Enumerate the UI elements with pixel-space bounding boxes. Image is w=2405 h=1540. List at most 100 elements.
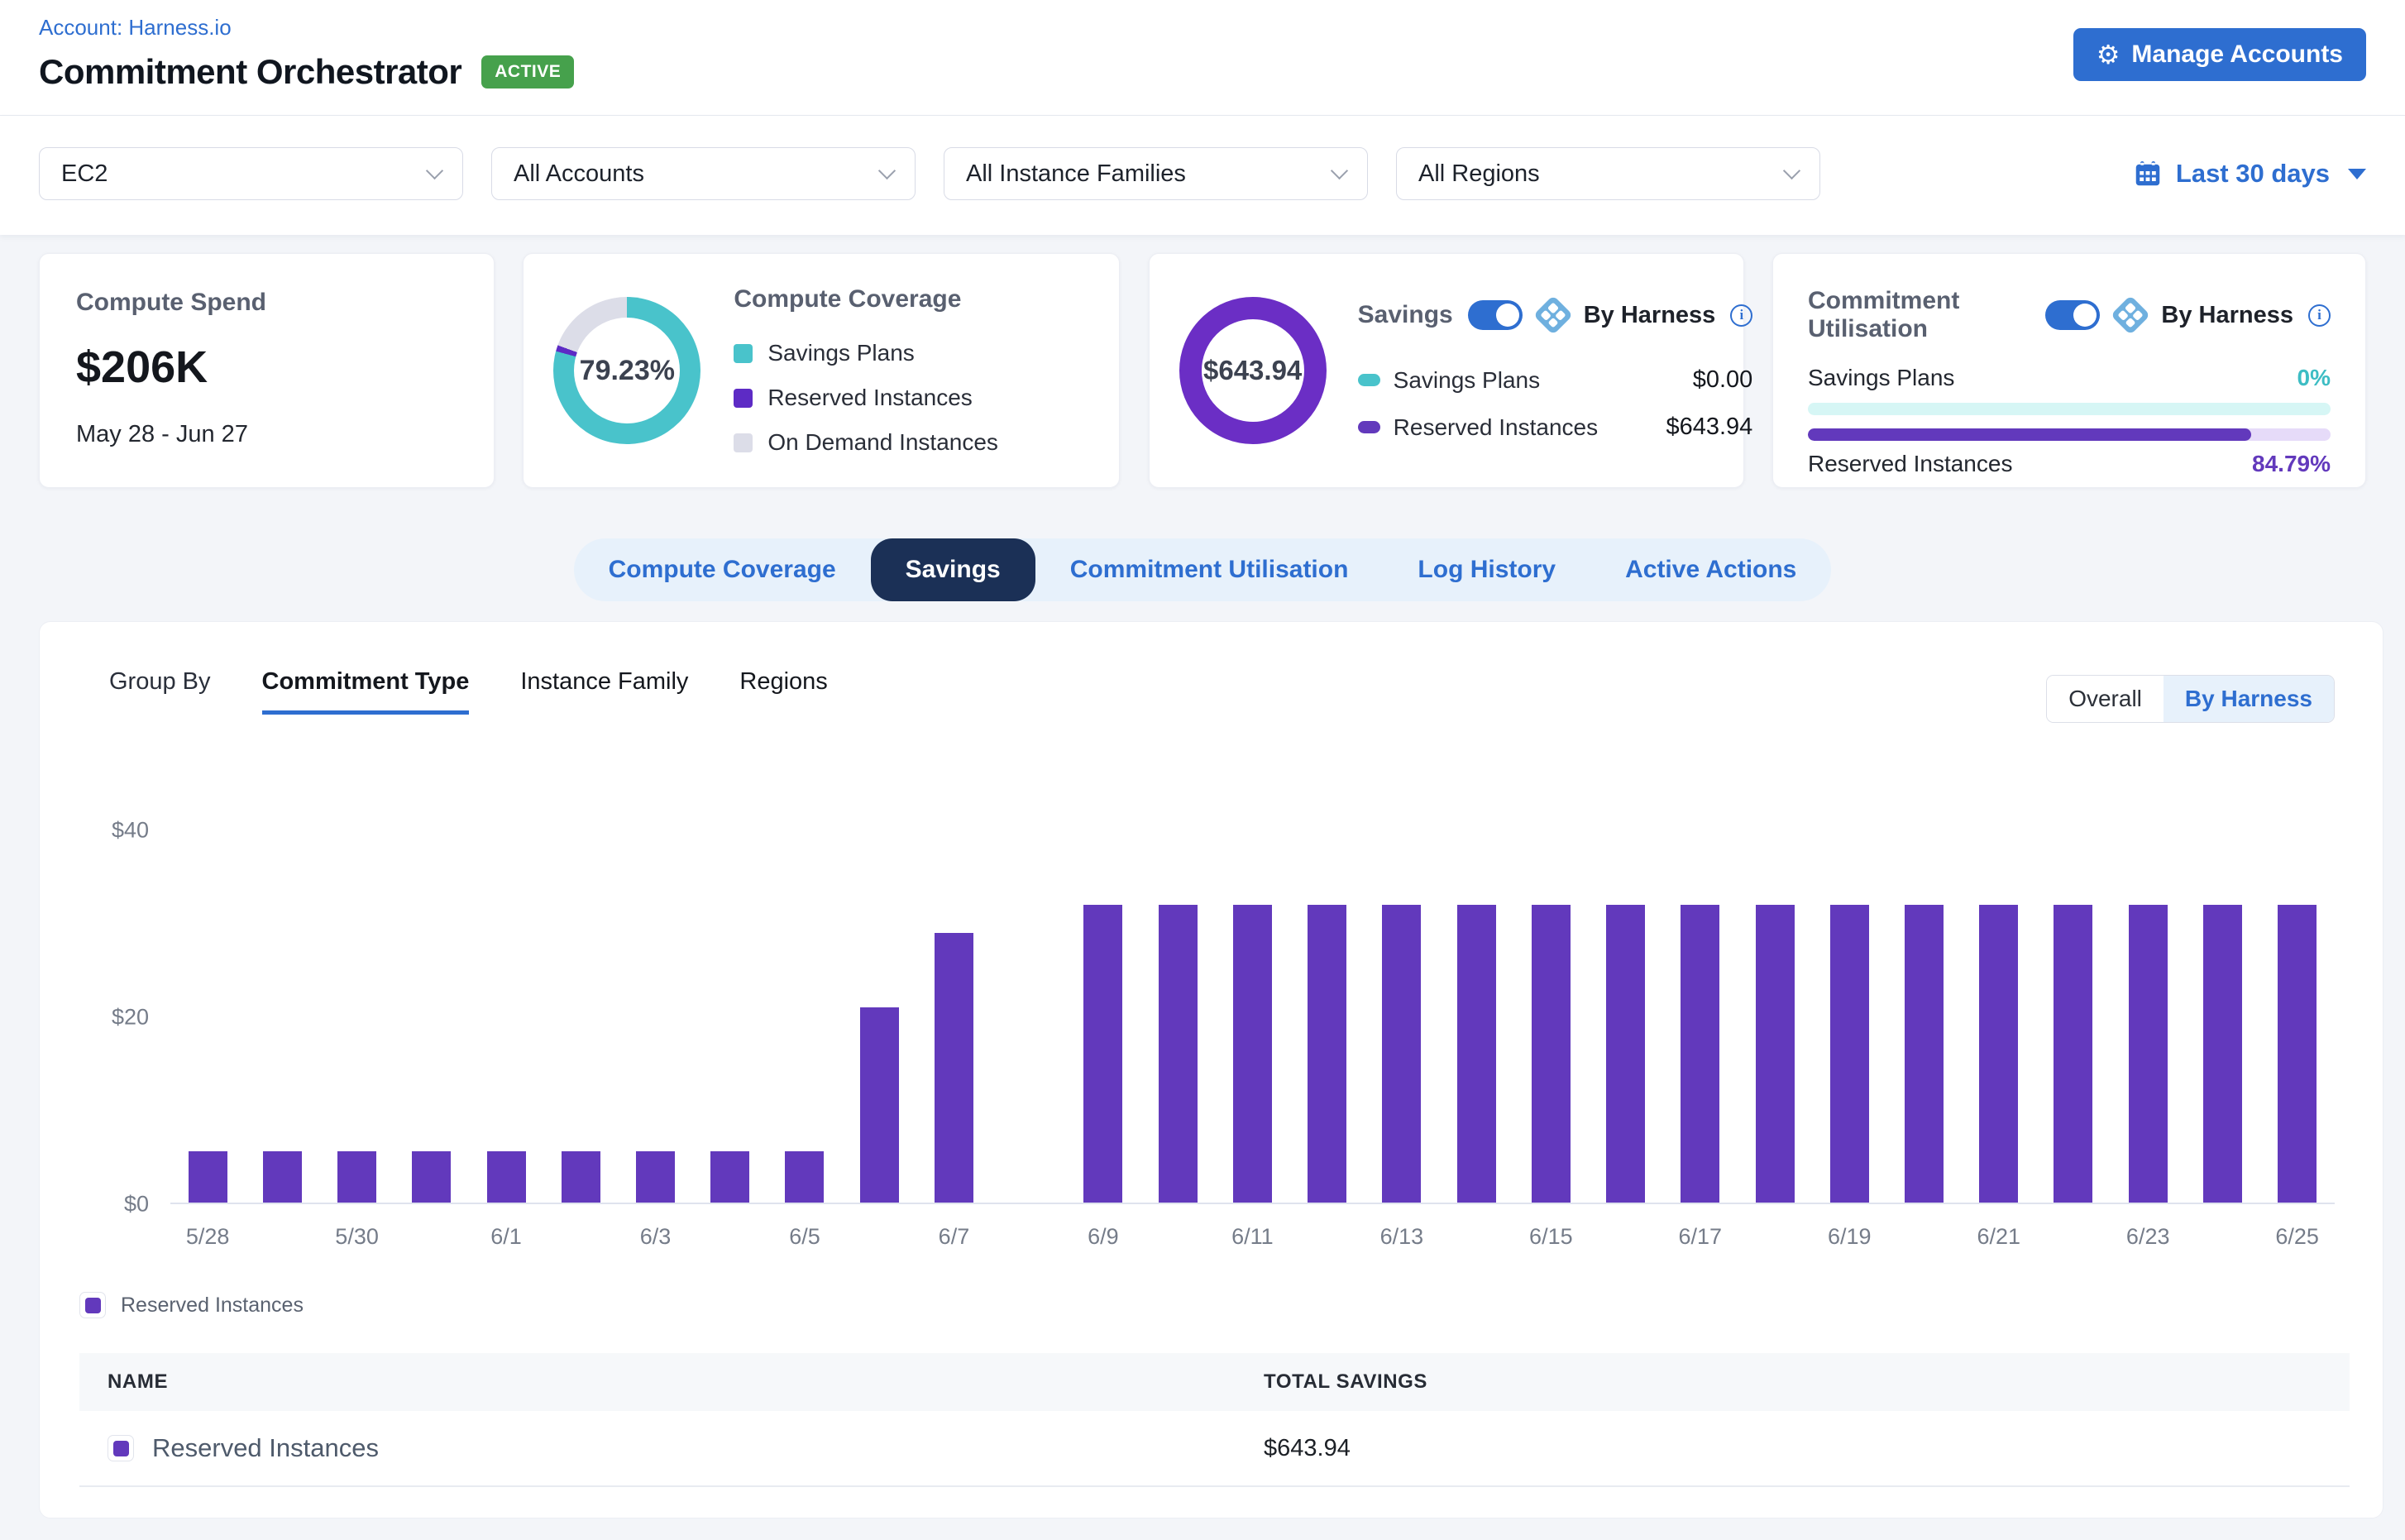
bar-6/10[interactable] xyxy=(1159,905,1198,1203)
regions-dropdown[interactable]: All Regions xyxy=(1396,147,1820,200)
row-total-savings: $643.94 xyxy=(1264,1435,1351,1462)
savings-row-value: $0.00 xyxy=(1693,366,1753,394)
bar-5/29[interactable] xyxy=(263,1151,302,1203)
bar-6/11[interactable] xyxy=(1233,905,1272,1203)
bar-6/24[interactable] xyxy=(2203,905,2242,1203)
legend-label: Savings Plans xyxy=(767,340,914,366)
bar-6/17[interactable] xyxy=(1681,905,1719,1203)
row-legend-chip xyxy=(108,1435,134,1461)
x-tick-label: 5/30 xyxy=(335,1224,379,1250)
bar-slot xyxy=(992,830,1066,1203)
info-icon[interactable]: i xyxy=(1730,304,1752,327)
bar-6/2[interactable] xyxy=(562,1151,600,1203)
bar-6/4[interactable] xyxy=(710,1151,749,1203)
bar-6/16[interactable] xyxy=(1606,905,1645,1203)
group-by-regions[interactable]: Regions xyxy=(739,668,827,710)
bar-6/21[interactable] xyxy=(1979,905,2018,1203)
bar-6/14[interactable] xyxy=(1457,905,1496,1203)
group-by-label: Group By xyxy=(109,668,211,696)
compute-spend-title: Compute Spend xyxy=(76,289,457,317)
bar-slot: 6/13 xyxy=(1365,830,1439,1203)
bar-slot xyxy=(394,830,469,1203)
savings-bar-chart: $40 $20 $0 5/285/306/16/36/56/76/96/116/… xyxy=(71,830,2335,1204)
savings-table: NAME TOTAL SAVINGS Reserved Instances $6… xyxy=(79,1353,2350,1487)
x-tick-label: 6/9 xyxy=(1088,1224,1119,1250)
main-tabs: Compute Coverage Savings Commitment Util… xyxy=(574,538,1832,601)
bar-slot xyxy=(2185,830,2259,1203)
bar-slot: 6/19 xyxy=(1812,830,1886,1203)
tab-active-actions[interactable]: Active Actions xyxy=(1590,538,1831,601)
bar-6/15[interactable] xyxy=(1532,905,1571,1203)
column-name: NAME xyxy=(108,1370,1264,1394)
reserved-instances-swatch xyxy=(1358,421,1380,433)
summary-cards: Compute Spend $206K May 28 - Jun 27 79.2… xyxy=(0,235,2405,488)
savings-title: Savings xyxy=(1358,301,1453,329)
group-by-commitment-type[interactable]: Commitment Type xyxy=(262,668,470,715)
coverage-donut-percentage: 79.23% xyxy=(574,318,680,423)
compute-spend-value: $206K xyxy=(76,342,457,393)
savings-plans-percentage: 0% xyxy=(2297,365,2331,391)
service-dropdown[interactable]: EC2 xyxy=(39,147,463,200)
bar-6/19[interactable] xyxy=(1830,905,1869,1203)
date-range-picker[interactable]: Last 30 days xyxy=(2133,159,2366,189)
chevron-down-icon xyxy=(878,161,896,179)
accounts-dropdown-value: All Accounts xyxy=(514,160,644,188)
bar-6/23[interactable] xyxy=(2129,905,2168,1203)
info-icon[interactable]: i xyxy=(2308,304,2331,327)
harness-logo-icon xyxy=(2111,295,2150,335)
bar-6/12[interactable] xyxy=(1308,905,1346,1203)
bar-6/20[interactable] xyxy=(1905,905,1944,1203)
bar-6/3[interactable] xyxy=(636,1151,675,1203)
bar-6/13[interactable] xyxy=(1382,905,1421,1203)
by-harness-toggle[interactable] xyxy=(2045,300,2100,330)
bar-slot: 5/28 xyxy=(170,830,245,1203)
tab-savings[interactable]: Savings xyxy=(871,538,1035,601)
bar-5/30[interactable] xyxy=(337,1151,376,1203)
harness-logo-icon xyxy=(1533,295,1573,335)
x-tick-label: 6/1 xyxy=(490,1224,522,1250)
x-tick-label: 6/7 xyxy=(939,1224,970,1250)
bar-6/18[interactable] xyxy=(1756,905,1795,1203)
row-chip-swatch xyxy=(113,1441,129,1456)
tab-log-history[interactable]: Log History xyxy=(1383,538,1590,601)
legend-chip[interactable] xyxy=(79,1292,106,1318)
savings-plans-label: Savings Plans xyxy=(1808,365,1954,391)
commitment-utilisation-card: Commitment Utilisation By Harness i Savi… xyxy=(1772,253,2366,488)
page-header: Account: Harness.io Commitment Orchestra… xyxy=(0,0,2405,116)
savings-row-label: Reserved Instances xyxy=(1394,414,1598,441)
bar-5/28[interactable] xyxy=(189,1151,227,1203)
group-by-instance-family[interactable]: Instance Family xyxy=(520,668,688,710)
bar-slot: 6/23 xyxy=(2111,830,2185,1203)
savings-row: Savings Plans $0.00 xyxy=(1358,366,1753,394)
view-by-harness[interactable]: By Harness xyxy=(2164,676,2334,722)
table-row[interactable]: Reserved Instances $643.94 xyxy=(79,1411,2350,1487)
by-harness-toggle[interactable] xyxy=(1468,300,1523,330)
bar-6/7[interactable] xyxy=(935,933,973,1203)
legend-item: Reserved Instances xyxy=(734,385,998,411)
chevron-down-icon xyxy=(426,161,443,179)
bar-6/9[interactable] xyxy=(1083,905,1122,1203)
instance-families-dropdown[interactable]: All Instance Families xyxy=(944,147,1368,200)
bar-plot: 5/285/306/16/36/56/76/96/116/136/156/176… xyxy=(170,830,2335,1204)
bar-6/25[interactable] xyxy=(2278,905,2317,1203)
accounts-dropdown[interactable]: All Accounts xyxy=(491,147,916,200)
bar-slot xyxy=(1290,830,1365,1203)
group-by-bar: Group By Commitment Type Instance Family… xyxy=(71,668,2335,715)
bar-6/6[interactable] xyxy=(860,1007,899,1203)
bar-slot xyxy=(1588,830,1662,1203)
account-link[interactable]: Account: Harness.io xyxy=(39,15,2366,41)
tab-commitment-utilisation[interactable]: Commitment Utilisation xyxy=(1035,538,1384,601)
row-name: Reserved Instances xyxy=(152,1433,379,1463)
view-overall[interactable]: Overall xyxy=(2047,676,2164,722)
coverage-donut: 79.23% xyxy=(553,297,700,444)
tab-compute-coverage[interactable]: Compute Coverage xyxy=(574,538,871,601)
savings-row-label: Savings Plans xyxy=(1394,367,1540,394)
bar-6/1[interactable] xyxy=(487,1151,526,1203)
bar-6/5[interactable] xyxy=(785,1151,824,1203)
manage-accounts-button[interactable]: ⚙ Manage Accounts xyxy=(2073,28,2366,81)
bar-5/31[interactable] xyxy=(412,1151,451,1203)
bar-6/22[interactable] xyxy=(2054,905,2092,1203)
x-tick-label: 5/28 xyxy=(186,1224,230,1250)
service-dropdown-value: EC2 xyxy=(61,160,108,188)
bar-slot xyxy=(543,830,618,1203)
